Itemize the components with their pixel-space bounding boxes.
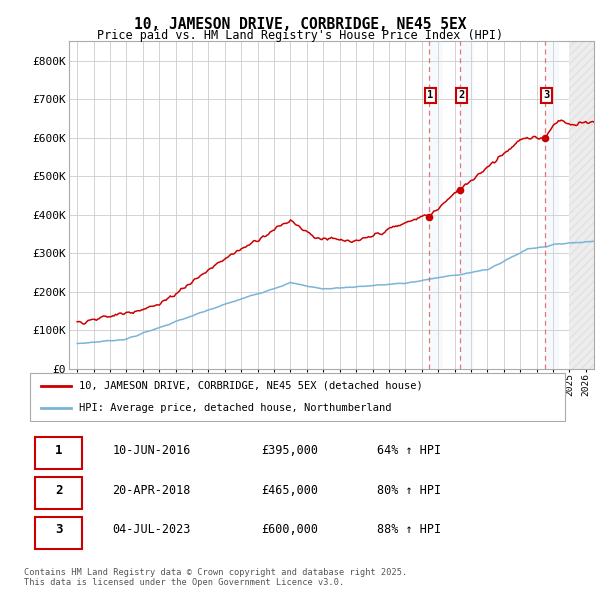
Text: 10, JAMESON DRIVE, CORBRIDGE, NE45 5EX: 10, JAMESON DRIVE, CORBRIDGE, NE45 5EX	[134, 17, 466, 31]
Text: HPI: Average price, detached house, Northumberland: HPI: Average price, detached house, Nort…	[79, 403, 392, 413]
Text: Price paid vs. HM Land Registry's House Price Index (HPI): Price paid vs. HM Land Registry's House …	[97, 30, 503, 42]
Text: 80% ↑ HPI: 80% ↑ HPI	[377, 484, 442, 497]
Text: 3: 3	[543, 90, 550, 100]
Bar	[429, 41, 443, 369]
Text: 88% ↑ HPI: 88% ↑ HPI	[377, 523, 442, 536]
Bar	[545, 41, 559, 369]
Text: £465,000: £465,000	[262, 484, 319, 497]
Text: 3: 3	[55, 523, 62, 536]
Text: 1: 1	[55, 444, 62, 457]
FancyBboxPatch shape	[35, 477, 82, 509]
FancyBboxPatch shape	[35, 437, 82, 469]
Text: 20-APR-2018: 20-APR-2018	[112, 484, 191, 497]
Text: 1: 1	[427, 90, 434, 100]
Bar	[460, 41, 473, 369]
Text: 64% ↑ HPI: 64% ↑ HPI	[377, 444, 442, 457]
Bar	[569, 41, 594, 369]
Text: £395,000: £395,000	[262, 444, 319, 457]
Text: Contains HM Land Registry data © Crown copyright and database right 2025.
This d: Contains HM Land Registry data © Crown c…	[24, 568, 407, 587]
Text: £600,000: £600,000	[262, 523, 319, 536]
Text: 2: 2	[458, 90, 464, 100]
FancyBboxPatch shape	[35, 517, 82, 549]
Text: 10-JUN-2016: 10-JUN-2016	[112, 444, 191, 457]
FancyBboxPatch shape	[29, 373, 565, 421]
Bar	[569, 41, 594, 369]
Text: 04-JUL-2023: 04-JUL-2023	[112, 523, 191, 536]
Text: 2: 2	[55, 484, 62, 497]
Text: 10, JAMESON DRIVE, CORBRIDGE, NE45 5EX (detached house): 10, JAMESON DRIVE, CORBRIDGE, NE45 5EX (…	[79, 381, 423, 391]
